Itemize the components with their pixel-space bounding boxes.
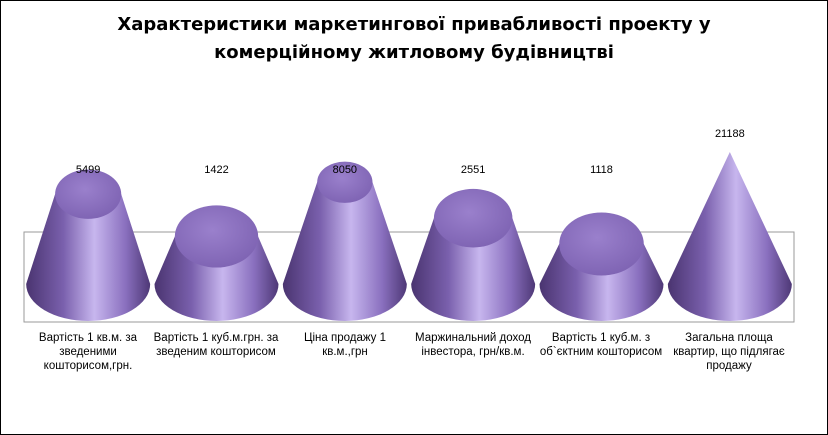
cone-top-5: [559, 212, 644, 276]
value-label-3: 8050: [333, 164, 357, 176]
category-label-5: Вартість 1 куб.м. з об`єктним кошторисом: [539, 332, 663, 358]
value-label-6: 21188: [715, 128, 745, 140]
cone-side-3: [282, 182, 407, 322]
value-label-2: 1422: [204, 164, 228, 176]
value-label-4: 2551: [461, 164, 485, 176]
category-label-4: Маржинальний доход інвестора, грн/кв.м.: [415, 332, 531, 358]
cone-side-1: [26, 194, 151, 322]
cone-top-4: [433, 188, 513, 248]
cone-top-1: [55, 169, 122, 219]
cone-mark-4: 2551: [411, 164, 536, 321]
cone-top-3: [317, 161, 373, 203]
chart-title: Характеристики маркетингової привабливос…: [1, 11, 827, 67]
value-label-5: 1118: [590, 164, 613, 176]
cone-mark-3: 8050: [282, 161, 407, 322]
plot-area-box: [23, 231, 795, 323]
chart-title-line-2: комерційному житловому будівництві: [214, 42, 614, 63]
cone-side-4: [411, 218, 536, 321]
chart-title-line-1: Характеристики маркетингової привабливос…: [117, 14, 711, 35]
category-label-1: Вартість 1 кв.м. за зведеними кошторисом…: [38, 332, 138, 372]
value-label-1: 5499: [76, 164, 100, 176]
cone-side-6: [667, 152, 792, 322]
category-label-6: Загальна площа квартир, що підлягає прод…: [673, 332, 785, 372]
cone-mark-6: 21188: [667, 128, 792, 322]
category-label-2: Вартість 1 куб.м.грн. за зведеним коштор…: [153, 332, 279, 358]
cone-marks: 5499 1422 8050 2551 1118 21188: [26, 128, 792, 322]
cone-top-2: [174, 205, 259, 268]
cone-mark-2: 1422: [154, 164, 279, 321]
category-label-3: Ціна продажу 1 кв.м.,грн: [303, 332, 387, 358]
cone-side-2: [154, 236, 279, 321]
cone-mark-5: 1118: [539, 164, 664, 322]
cone-mark-1: 5499: [26, 164, 151, 322]
